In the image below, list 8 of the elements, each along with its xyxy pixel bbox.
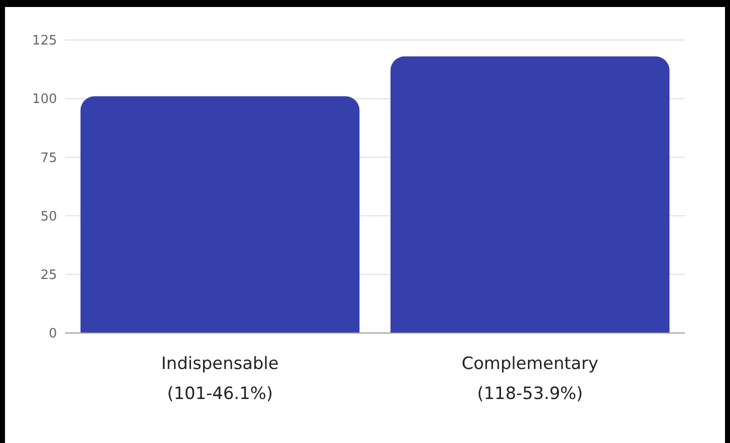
y-tick-label: 25 <box>40 268 57 284</box>
x-tick-label: Indispensable (101-46.1%) <box>161 354 279 404</box>
y-tick-label: 75 <box>40 150 57 166</box>
y-tick-label: 125 <box>32 34 57 49</box>
y-tick-label: 50 <box>40 209 57 224</box>
x-tick-label: Complementary (118-53.9%) <box>462 354 598 404</box>
y-tick-label: 100 <box>32 92 57 108</box>
y-tick-label: 0 <box>48 326 57 342</box>
